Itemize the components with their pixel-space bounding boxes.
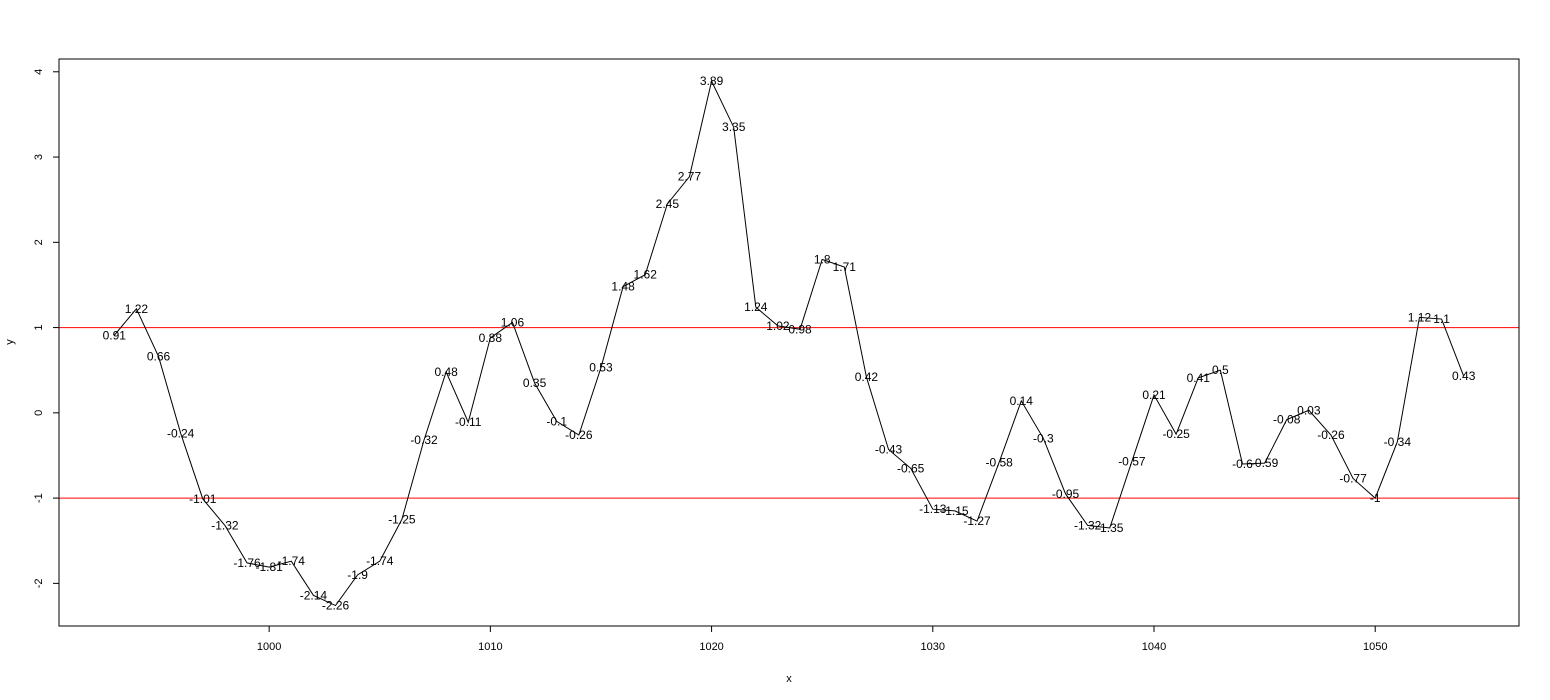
x-tick-label: 1000 — [257, 641, 281, 653]
data-label: -0.57 — [1118, 454, 1146, 468]
x-axis: 1000 1010 1020 1030 1040 1050 — [257, 626, 1387, 653]
x-tick-label: 1050 — [1363, 641, 1387, 653]
data-label: 1.24 — [744, 300, 768, 314]
data-label: 0.66 — [147, 350, 171, 364]
data-label: 0.35 — [523, 376, 547, 390]
data-label: 0.5 — [1212, 363, 1229, 377]
data-label: 1.48 — [611, 280, 635, 294]
data-label: -2.14 — [300, 588, 328, 602]
data-label: 1.02 — [766, 319, 790, 333]
x-tick-label: 1010 — [478, 641, 502, 653]
data-label: -0.26 — [1317, 428, 1345, 442]
data-label: 0.53 — [589, 361, 613, 375]
data-labels: 0.911.220.66-0.24-1.01-1.32-1.76-1.81-1.… — [103, 74, 1476, 612]
data-label: 1.22 — [125, 302, 149, 316]
data-label: 1.8 — [814, 252, 831, 266]
data-label: -0.3 — [1033, 431, 1054, 445]
y-tick-label: 2 — [33, 239, 45, 245]
data-label: -0.65 — [897, 461, 925, 475]
data-label: -0.32 — [410, 433, 438, 447]
x-axis-title: x — [786, 673, 792, 685]
data-label: -0.11 — [455, 415, 482, 429]
data-label: 0.41 — [1187, 371, 1211, 385]
series-layer — [113, 79, 1465, 607]
data-label: -0.77 — [1339, 471, 1367, 485]
data-label: 1.71 — [833, 260, 857, 274]
y-tick-label: 3 — [33, 154, 45, 160]
data-label: 0.21 — [1142, 388, 1166, 402]
data-label: -1.27 — [963, 514, 991, 528]
data-label: -0.08 — [1273, 413, 1301, 427]
y-axis-title: y — [4, 339, 16, 345]
y-tick-label: 0 — [33, 410, 45, 416]
data-label: -1.13 — [919, 502, 947, 516]
data-label: -0.1 — [546, 414, 567, 428]
plot-frame — [58, 58, 1520, 627]
data-label: -0.24 — [167, 426, 195, 440]
data-label: -1.32 — [211, 518, 239, 532]
data-label: 1.62 — [634, 268, 658, 282]
data-label: 0.98 — [788, 322, 812, 336]
data-label: 0.42 — [855, 370, 879, 384]
data-label: 3.35 — [722, 120, 746, 134]
data-label: -0.6 — [1232, 457, 1253, 471]
data-label: 1.1 — [1433, 312, 1450, 326]
data-label: 0.03 — [1297, 403, 1321, 417]
data-label: -1.74 — [366, 554, 394, 568]
data-label: 3.89 — [700, 74, 724, 88]
data-label: -0.26 — [565, 428, 593, 442]
data-label: -1.81 — [255, 560, 283, 574]
data-label: 2.77 — [678, 170, 702, 184]
x-tick-label: 1030 — [921, 641, 945, 653]
data-label: -0.43 — [875, 443, 903, 457]
data-label: 1.06 — [501, 315, 525, 329]
data-label: -1.15 — [941, 504, 969, 518]
data-label: -0.34 — [1384, 435, 1412, 449]
y-tick-label: 1 — [33, 325, 45, 331]
data-label: -1.9 — [347, 568, 368, 582]
x-tick-label: 1020 — [699, 641, 723, 653]
data-label: 0.88 — [479, 331, 503, 345]
x-tick-label: 1040 — [1142, 641, 1166, 653]
data-label: 0.48 — [434, 365, 458, 379]
data-label: -0.58 — [985, 455, 1013, 469]
y-tick-label: 4 — [33, 69, 45, 75]
y-tick-label: -2 — [33, 578, 45, 588]
data-label: -0.59 — [1251, 456, 1279, 470]
data-label: -0.95 — [1052, 487, 1080, 501]
data-label: -1.25 — [388, 512, 416, 526]
data-label: -1.32 — [1074, 518, 1102, 532]
data-label: -2.26 — [322, 599, 350, 613]
data-label: -0.25 — [1162, 427, 1190, 441]
y-axis: -2 -1 0 1 2 3 4 — [33, 69, 59, 588]
series-line-0 — [113, 79, 1465, 607]
data-label: -1 — [1370, 491, 1381, 505]
data-label: -1.35 — [1096, 521, 1124, 535]
y-tick-label: -1 — [33, 493, 45, 503]
data-label: -1.76 — [233, 556, 261, 570]
data-label: 0.43 — [1452, 369, 1476, 383]
data-label: 0.91 — [103, 328, 127, 342]
data-label: -1.01 — [189, 492, 217, 506]
data-label: 2.45 — [656, 197, 680, 211]
data-label: 1.12 — [1408, 310, 1432, 324]
data-label: -1.74 — [278, 554, 306, 568]
data-label: 0.14 — [1010, 394, 1034, 408]
